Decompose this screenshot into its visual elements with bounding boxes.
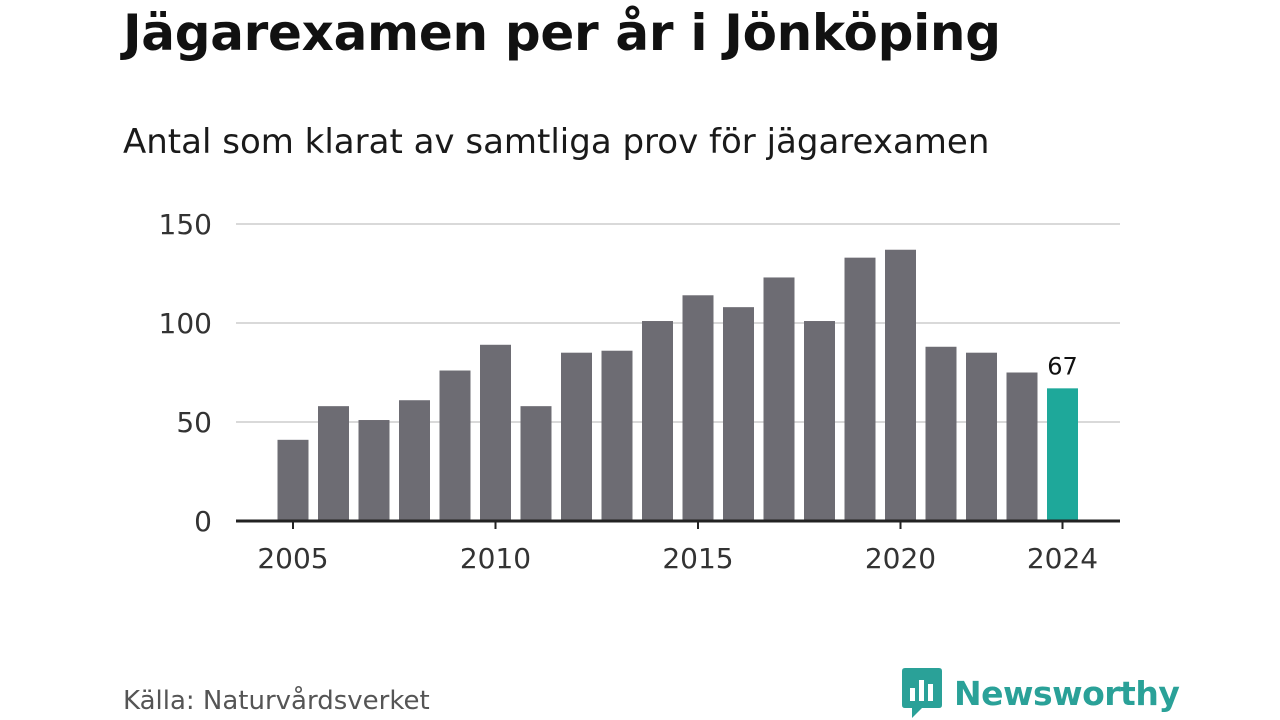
bar	[966, 352, 997, 521]
bar	[885, 249, 916, 522]
x-tick-label: 2015	[662, 542, 733, 575]
bar	[682, 295, 714, 521]
y-tick-label: 50	[176, 406, 212, 439]
bar	[642, 321, 673, 521]
bar	[1006, 372, 1038, 521]
bar	[358, 420, 390, 521]
y-tick-label: 150	[159, 208, 212, 241]
bar	[439, 370, 471, 521]
bar	[844, 257, 876, 521]
bar	[277, 439, 309, 521]
brand: Newsworthy	[902, 668, 1180, 718]
chart-title: Jägarexamen per år i Jönköping	[123, 4, 1001, 62]
x-tick-label: 2010	[460, 542, 531, 575]
bar	[318, 406, 349, 521]
y-tick-label: 0	[194, 505, 212, 538]
chart-subtitle: Antal som klarat av samtliga prov för jä…	[123, 122, 990, 162]
bar	[561, 352, 592, 521]
bar	[723, 307, 754, 521]
bar	[925, 346, 957, 521]
data-label: 67	[1047, 352, 1078, 380]
bar	[601, 350, 633, 521]
brand-name: Newsworthy	[954, 673, 1180, 713]
bar	[763, 277, 795, 521]
newsworthy-logo-icon	[902, 668, 942, 718]
bar	[520, 406, 552, 521]
bar-highlight	[1047, 388, 1078, 521]
bar	[480, 344, 511, 521]
bar	[804, 321, 835, 521]
x-tick-label: 2020	[865, 542, 936, 575]
x-tick-label: 2024	[1027, 542, 1098, 575]
y-tick-label: 100	[159, 307, 212, 340]
x-tick-label: 2005	[257, 542, 328, 575]
bar-chart: 0 50 100 150 67 2005 2010 2015 2020 2024	[159, 208, 1120, 575]
source-note: Källa: Naturvårdsverket	[123, 686, 430, 716]
bar	[399, 400, 430, 521]
